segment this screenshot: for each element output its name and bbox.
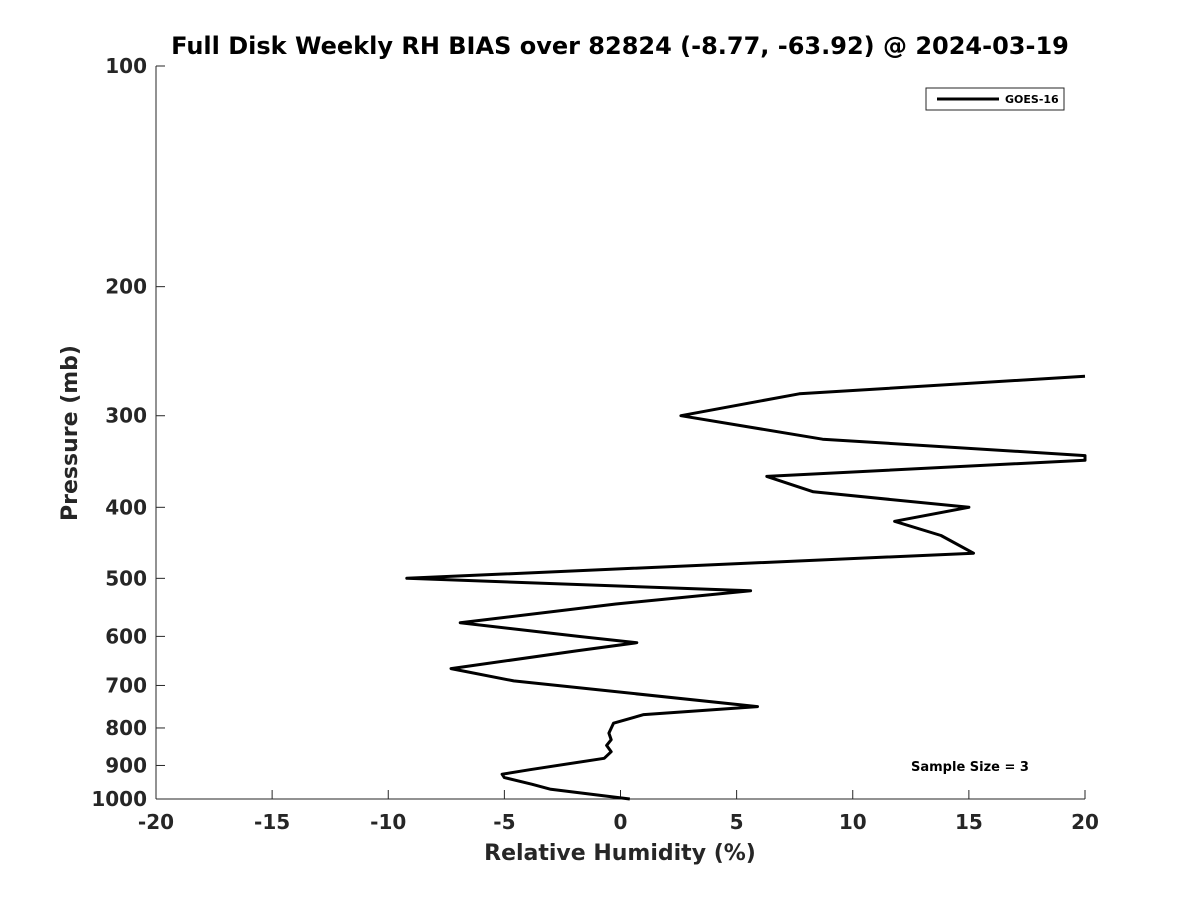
x-tick-label: -5 — [493, 810, 515, 834]
x-tick-label: 15 — [955, 810, 983, 834]
y-tick-label: 200 — [105, 275, 147, 299]
y-tick-label: 700 — [105, 673, 147, 697]
y-tick-label: 400 — [105, 495, 147, 519]
legend-label-goes-16: GOES-16 — [1005, 93, 1059, 106]
y-tick-label: 900 — [105, 753, 147, 777]
chart-title: Full Disk Weekly RH BIAS over 82824 (-8.… — [171, 32, 1069, 60]
x-tick-label: -10 — [370, 810, 406, 834]
axes — [155, 66, 1085, 800]
y-tick-label: 800 — [105, 716, 147, 740]
y-ticks: 100 200 300 400 500 600 700 800 900 1000 — [91, 54, 165, 811]
series-line-goes-16 — [405, 374, 1087, 801]
y-tick-label: 100 — [105, 54, 147, 78]
series-group — [405, 374, 1087, 801]
y-tick-label: 1000 — [91, 787, 147, 811]
y-tick-label: 600 — [105, 624, 147, 648]
sample-size-annotation: Sample Size = 3 — [911, 760, 1029, 775]
x-axis-label: Relative Humidity (%) — [484, 841, 756, 866]
y-axis-label: Pressure (mb) — [58, 345, 83, 521]
x-tick-label: 0 — [614, 810, 628, 834]
x-tick-label: -15 — [254, 810, 290, 834]
x-ticks: -20 -15 -10 -5 0 5 10 15 20 — [138, 790, 1099, 834]
x-tick-label: 20 — [1071, 810, 1099, 834]
y-tick-label: 300 — [105, 404, 147, 428]
x-tick-label: 5 — [730, 810, 744, 834]
x-tick-label: 10 — [839, 810, 867, 834]
x-tick-label: -20 — [138, 810, 174, 834]
legend: GOES-16 — [925, 87, 1065, 111]
y-tick-label: 500 — [105, 566, 147, 590]
